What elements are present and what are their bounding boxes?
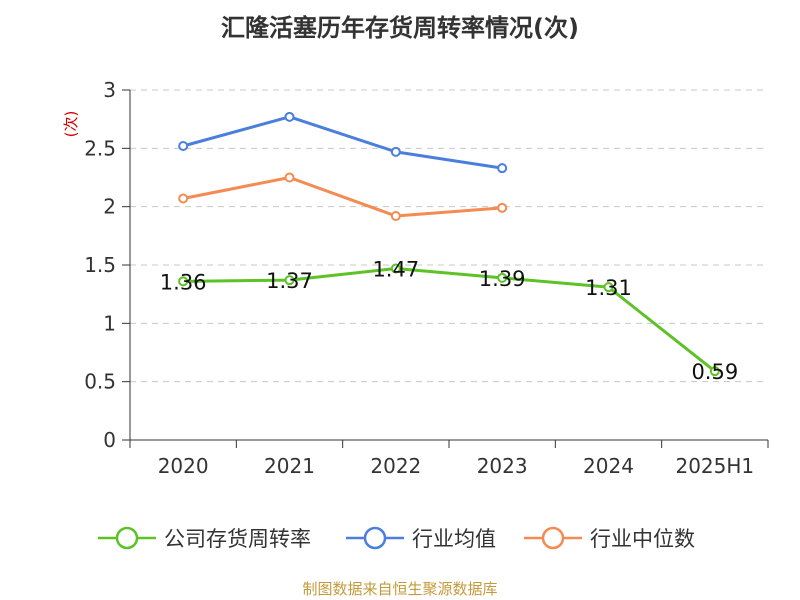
data-point <box>709 366 720 377</box>
series-line-2 <box>182 176 503 218</box>
data-label: 1.37 <box>266 269 313 293</box>
data-point <box>178 141 189 151</box>
series-line-1 <box>182 115 503 170</box>
data-label: 1.47 <box>372 258 419 282</box>
data-point <box>390 146 401 157</box>
y-tick-label: 3 <box>103 78 116 102</box>
legend-marker <box>363 526 387 550</box>
x-tick-label: 2021 <box>264 454 315 478</box>
data-point <box>284 111 295 122</box>
x-tick-label: 2024 <box>583 454 634 478</box>
legend-label: 行业均值 <box>412 527 496 551</box>
legend-label: 行业中位数 <box>590 527 695 551</box>
data-point <box>178 276 189 287</box>
y-axis-label: (次) <box>62 111 80 138</box>
legend-marker <box>115 526 139 550</box>
y-tick-label: 2 <box>103 195 116 219</box>
data-label: 1.31 <box>585 276 632 300</box>
data-point <box>390 263 401 274</box>
data-point <box>178 193 189 204</box>
data-label: 1.36 <box>160 270 207 294</box>
series-line-0 <box>183 267 716 373</box>
legend-marker <box>541 526 565 550</box>
data-point <box>497 163 508 174</box>
x-tick-label: 2020 <box>158 454 209 478</box>
x-tick-label: 2022 <box>370 454 421 478</box>
data-point <box>284 275 295 286</box>
source-note: 制图数据来自恒生聚源数据库 <box>302 580 498 598</box>
chart-title: 汇隆活塞历年存货周转率情况(次) <box>221 14 579 42</box>
x-tick-label: 2025H1 <box>675 454 754 478</box>
x-tick-label: 2023 <box>477 454 528 478</box>
data-point <box>497 202 508 213</box>
legend-label: 公司存货周转率 <box>164 527 311 551</box>
y-tick-label: 0 <box>103 428 116 452</box>
y-tick-label: 2.5 <box>84 136 116 160</box>
data-label: 1.39 <box>479 267 526 291</box>
data-point <box>497 272 508 283</box>
data-point <box>284 172 295 183</box>
y-tick-label: 0.5 <box>84 370 116 394</box>
data-point <box>390 211 401 221</box>
y-tick-label: 1.5 <box>84 253 116 277</box>
data-label: 0.59 <box>691 360 738 384</box>
data-point <box>603 282 614 293</box>
y-tick-label: 1 <box>103 311 116 335</box>
